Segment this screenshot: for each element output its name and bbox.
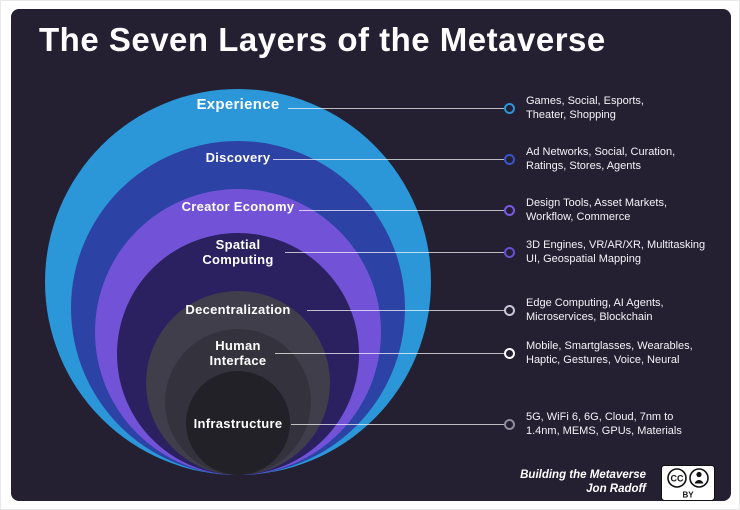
layer-label-infrastructure: Infrastructure bbox=[193, 416, 283, 431]
connector-line bbox=[307, 310, 504, 311]
layer-desc-infrastructure: 5G, WiFi 6, 6G, Cloud, 7nm to 1.4nm, MEM… bbox=[526, 411, 682, 437]
cc-by-license-badge: CC BY bbox=[661, 465, 715, 501]
layer-desc-spatial-computing: 3D Engines, VR/AR/XR, Multitasking UI, G… bbox=[526, 239, 706, 265]
layer-label-human-interface: Human Interface bbox=[209, 338, 267, 368]
connector-ring-icon bbox=[504, 103, 515, 114]
connector-ring-icon bbox=[504, 247, 515, 258]
connector-ring-icon bbox=[504, 305, 515, 316]
layer-label-spatial-computing: Spatial Computing bbox=[202, 237, 274, 267]
by-text: BY bbox=[682, 491, 694, 500]
connector-line bbox=[285, 252, 504, 253]
connector-line bbox=[275, 353, 504, 354]
layer-desc-experience: Games, Social, Esports, Theater, Shoppin… bbox=[526, 95, 644, 121]
connector-line bbox=[299, 210, 504, 211]
layer-desc-creator-economy: Design Tools, Asset Markets, Workflow, C… bbox=[526, 197, 668, 223]
layer-label-experience: Experience bbox=[196, 96, 280, 113]
layer-desc-human-interface: Mobile, Smartglasses, Wearables, Haptic,… bbox=[526, 340, 693, 366]
connector-ring-icon bbox=[504, 154, 515, 165]
connector-line bbox=[273, 159, 504, 160]
credit-block: Building the Metaverse Jon Radoff bbox=[441, 468, 646, 496]
connector-line bbox=[288, 108, 504, 109]
layer-label-discovery: Discovery bbox=[205, 150, 271, 165]
person-icon bbox=[696, 471, 702, 478]
layer-desc-decentralization: Edge Computing, AI Agents, Microservices… bbox=[526, 297, 664, 323]
credit-author: Jon Radoff bbox=[586, 483, 646, 495]
page-title: The Seven Layers of the Metaverse bbox=[39, 21, 606, 58]
connector-line bbox=[291, 424, 504, 425]
layer-desc-discovery: Ad Networks, Social, Curation, Ratings, … bbox=[526, 146, 676, 172]
connector-ring-icon bbox=[504, 348, 515, 359]
layer-circle-infrastructure bbox=[186, 371, 290, 475]
cc-text: CC bbox=[671, 474, 684, 484]
cc-by-badge-icon: CC BY bbox=[661, 465, 715, 501]
metaverse-diagram-card: The Seven Layers of the Metaverse Experi… bbox=[11, 9, 731, 501]
connector-ring-icon bbox=[504, 205, 515, 216]
layer-label-decentralization: Decentralization bbox=[185, 302, 291, 317]
layer-label-creator-economy: Creator Economy bbox=[181, 199, 295, 214]
connector-ring-icon bbox=[504, 419, 515, 430]
credit-title: Building the Metaverse bbox=[520, 469, 646, 481]
